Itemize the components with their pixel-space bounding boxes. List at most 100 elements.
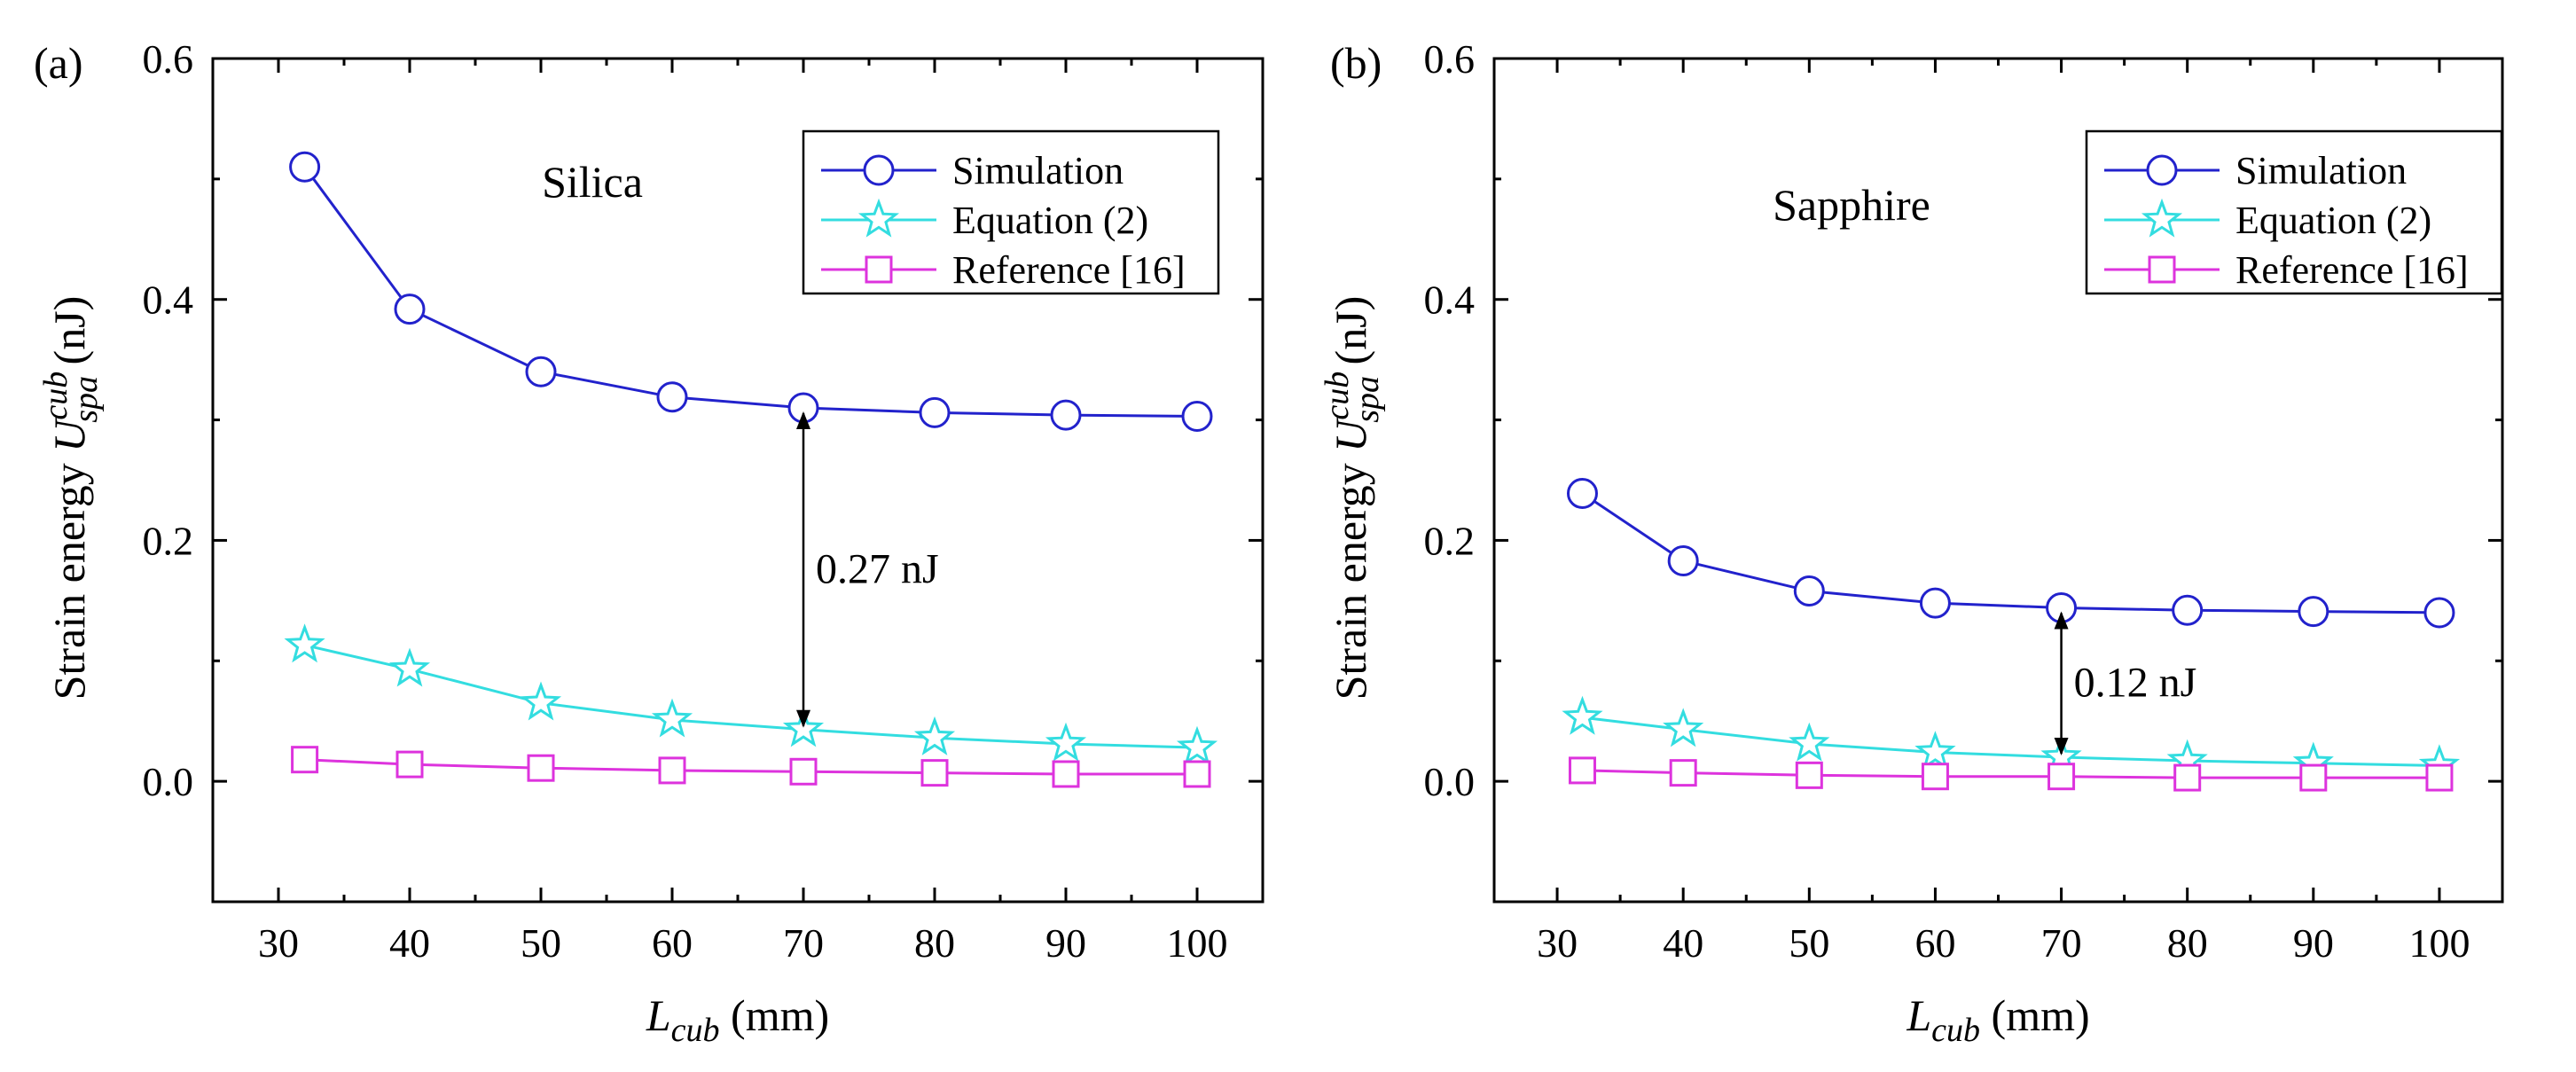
y-tick-label: 0.6 [143, 36, 194, 82]
legend-item: Simulation [2104, 149, 2407, 192]
data-point [2298, 596, 2329, 628]
data-point [2299, 763, 2328, 792]
data-point [1667, 545, 1699, 577]
data-point [395, 750, 424, 779]
data-point [1176, 725, 1218, 765]
x-tick-label: 80 [2167, 920, 2208, 966]
x-tick-label: 100 [1167, 920, 1228, 966]
legend-label: Equation (2) [2235, 199, 2431, 242]
difference-annotation: 0.12 nJ [2074, 660, 2197, 707]
x-tick-label: 60 [1914, 920, 1955, 966]
data-point [527, 754, 555, 782]
legend-label: Simulation [2235, 149, 2407, 192]
data-point [913, 716, 956, 755]
data-point [388, 647, 431, 687]
series-equation-2 [284, 623, 1218, 765]
data-point [658, 756, 686, 785]
difference-annotation: 0.27 nJ [816, 545, 939, 592]
legend-marker [857, 198, 900, 238]
series-reference-16 [291, 746, 1211, 788]
legend-label: Reference [16] [2235, 248, 2469, 292]
x-tick-label: 90 [2293, 920, 2334, 966]
series-line [1582, 769, 2439, 779]
legend-marker [863, 154, 895, 186]
data-point [1181, 400, 1213, 432]
data-point [656, 381, 688, 413]
data-point [1566, 477, 1598, 509]
panel-label: (b) [1330, 38, 1382, 88]
panel-label: (a) [34, 38, 83, 88]
data-point [2173, 763, 2202, 792]
data-point [1050, 399, 1082, 431]
x-tick-label: 90 [1045, 920, 1086, 966]
data-point [291, 746, 319, 774]
data-point [2172, 594, 2204, 626]
y-tick-label: 0.2 [143, 518, 194, 563]
legend-item: Reference [16] [2104, 248, 2469, 292]
data-point [1045, 722, 1087, 762]
legend-marker [865, 255, 893, 284]
legend-item: Equation (2) [821, 198, 1148, 242]
series-line [1582, 716, 2439, 767]
data-point [1562, 695, 1603, 735]
legend-marker [2141, 198, 2183, 238]
y-tick-label: 0.0 [143, 759, 194, 804]
data-point [525, 356, 557, 387]
y-axis-label: Strain energy Ucubspa (nJ) [37, 296, 105, 700]
x-tick-label: 40 [1663, 920, 1703, 966]
data-point [284, 623, 325, 663]
legend-marker [2146, 154, 2178, 186]
legend: Simulation Equation (2) Reference [16] [802, 129, 1220, 295]
panel-a: 30 40 50 60 70 80 90 100 0.0 0.2 0.4 0.6 Lcub (mm) St… [34, 36, 1265, 1049]
x-tick-label: 100 [2408, 920, 2470, 966]
data-point [1663, 708, 1704, 747]
x-tick-label: 80 [914, 920, 955, 966]
panel-title: Sapphire [1773, 180, 1930, 230]
y-tick-label: 0.4 [143, 278, 194, 323]
x-tick-label: 30 [1537, 920, 1578, 966]
legend-label: Simulation [952, 149, 1124, 192]
series-line [303, 166, 1198, 418]
data-point [920, 759, 949, 787]
legend-label: Equation (2) [952, 199, 1148, 242]
data-point [2423, 597, 2455, 629]
data-point [1669, 759, 1697, 787]
legend-marker [2148, 255, 2176, 284]
data-point [789, 757, 818, 786]
data-point [289, 151, 321, 183]
y-tick-label: 0.6 [1424, 36, 1476, 82]
data-point [1914, 731, 1956, 771]
x-axis-label: Lcub (mm) [646, 990, 829, 1049]
data-point [1183, 760, 1211, 788]
series-line [304, 644, 1198, 749]
data-point [651, 698, 693, 738]
data-point [1789, 722, 1830, 762]
data-point [1919, 587, 1951, 619]
data-point [1052, 760, 1080, 788]
data-point [394, 293, 426, 325]
x-tick-label: 50 [1789, 920, 1829, 966]
y-tick-label: 0.4 [1424, 278, 1476, 323]
x-tick-label: 70 [2041, 920, 2082, 966]
x-tick-label: 30 [258, 920, 299, 966]
legend: Simulation Equation (2) Reference [16] [2085, 129, 2503, 295]
x-axis-label: Lcub (mm) [1906, 990, 2089, 1049]
series-reference-16 [1568, 756, 2454, 792]
data-point [1921, 763, 1949, 791]
data-point [1568, 756, 1596, 785]
x-tick-label: 70 [783, 920, 824, 966]
x-tick-label: 50 [521, 920, 561, 966]
data-point [2425, 763, 2454, 792]
legend-item: Equation (2) [2104, 198, 2431, 242]
y-tick-label: 0.2 [1424, 518, 1476, 563]
data-point [1793, 575, 1825, 606]
y-axis-label: Strain energy Ucubspa (nJ) [1319, 296, 1386, 700]
data-point [782, 708, 825, 747]
series-line [1581, 492, 2439, 614]
series-simulation [1566, 477, 2455, 629]
x-tick-label: 40 [389, 920, 430, 966]
series-simulation [289, 151, 1213, 432]
data-point [1795, 761, 1823, 789]
panel-b: 30 40 50 60 70 80 90 100 0.0 0.2 0.4 0.6 Lcub (mm) St… [1319, 36, 2504, 1049]
